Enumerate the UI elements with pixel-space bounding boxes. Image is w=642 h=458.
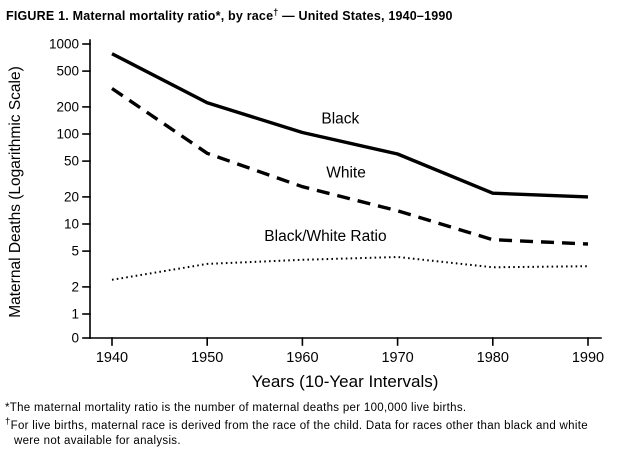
x-tick-label: 1970	[381, 350, 413, 366]
y-tick-label: 1000	[49, 37, 79, 52]
y-tick-label: 50	[64, 154, 79, 169]
title-text-2: , by race	[220, 9, 274, 24]
x-tick-label: 1990	[572, 350, 604, 366]
y-tick-label: 200	[56, 99, 79, 114]
asterisk-symbol: *	[5, 402, 10, 414]
x-tick-label: 1950	[191, 350, 223, 366]
y-tick-label: 2	[71, 279, 79, 294]
y-tick-label: 0	[71, 331, 79, 346]
series-label-black-white-ratio: Black/White Ratio	[264, 228, 386, 245]
y-tick-label: 100	[56, 127, 79, 142]
title-text-1: FIGURE 1. Maternal mortality ratio	[6, 9, 216, 24]
x-tick-label: 1980	[477, 350, 509, 366]
footnotes: *The maternal mortality ratio is the num…	[5, 401, 611, 449]
series-line-black-white-ratio	[111, 256, 589, 281]
y-tick-label: 5	[71, 244, 79, 259]
footnote-mortality-ratio-text: The maternal mortality ratio is the numb…	[9, 402, 467, 414]
series-line-black	[111, 52, 589, 199]
footnote-race-derivation-text: For live births, maternal race is derive…	[10, 420, 588, 448]
y-tick-label: 1	[71, 307, 79, 322]
x-axis-label: Years (10-Year Intervals)	[251, 372, 439, 391]
series-label-black: Black	[321, 111, 359, 128]
y-tick-label: 20	[64, 189, 79, 204]
title-text-3: — United States, 1940–1990	[278, 9, 453, 24]
series-label-white: White	[326, 164, 366, 181]
title-dagger: †	[273, 7, 279, 17]
title-asterisk: *	[215, 9, 221, 24]
footnote-mortality-ratio: *The maternal mortality ratio is the num…	[5, 401, 611, 416]
y-tick-label: 500	[56, 64, 79, 79]
footnote-race-derivation: †For live births, maternal race is deriv…	[5, 416, 611, 449]
y-tick-label: 10	[64, 217, 79, 232]
figure-title: FIGURE 1. Maternal mortality ratio*, by …	[6, 7, 453, 23]
dagger-symbol: †	[5, 416, 11, 428]
series-line-white	[111, 87, 589, 246]
x-tick-label: 1940	[96, 350, 128, 366]
x-tick-label: 1960	[286, 350, 318, 366]
